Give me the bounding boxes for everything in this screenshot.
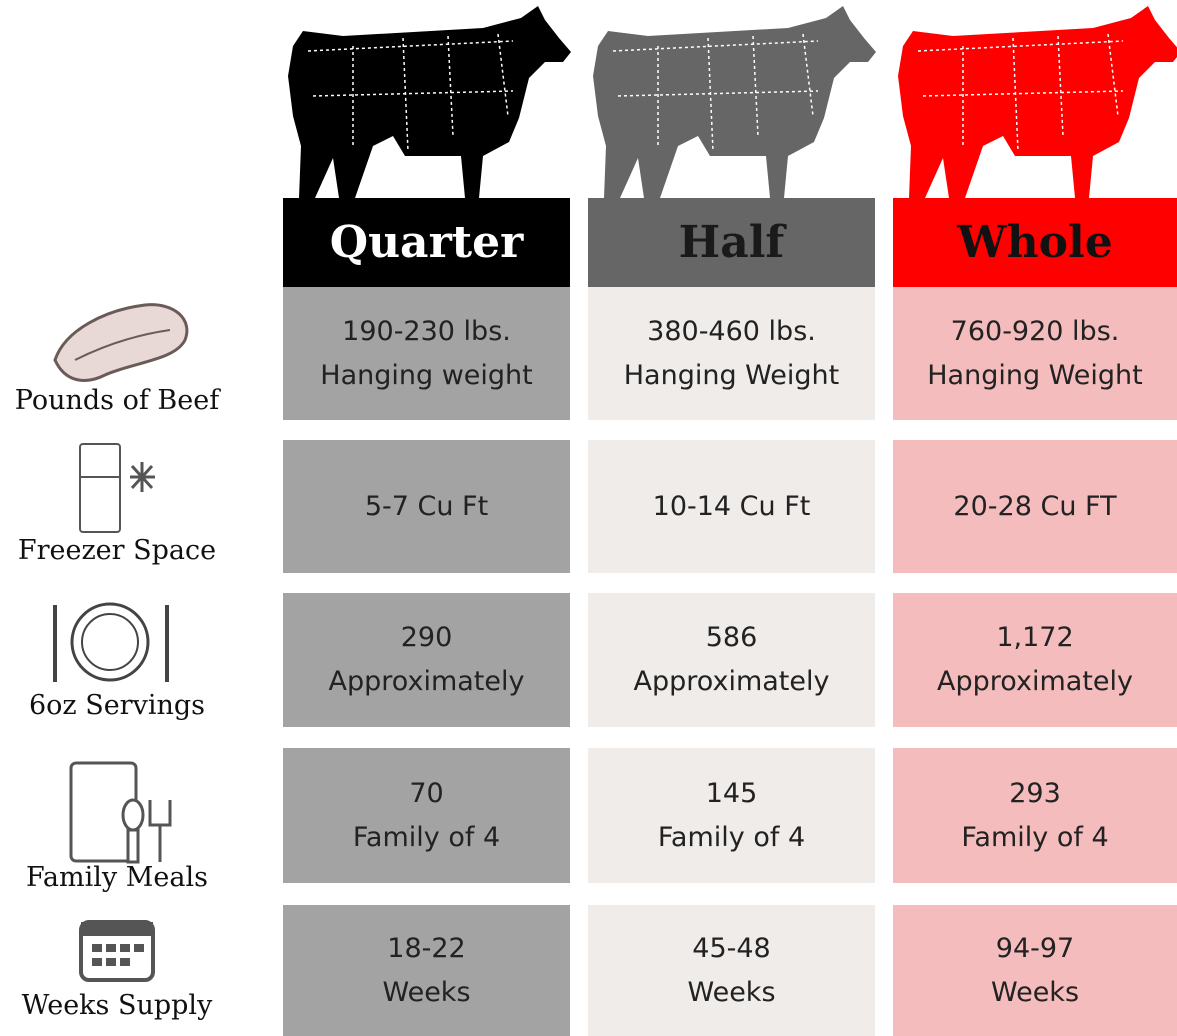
cell-text: 18-22 — [387, 927, 465, 971]
cell-text: Approximately — [634, 660, 830, 704]
column-header: Whole — [893, 198, 1177, 287]
cell-text: 10-14 Cu Ft — [653, 485, 811, 529]
cell-text: 293 — [1009, 772, 1061, 816]
meals-icon — [68, 760, 178, 865]
row-label: Weeks Supply — [0, 990, 234, 1021]
table-cell: 380-460 lbs.Hanging Weight — [588, 287, 875, 420]
table-cell: 5-7 Cu Ft — [283, 440, 570, 573]
table-cell: 10-14 Cu Ft — [588, 440, 875, 573]
column-header: Quarter — [283, 198, 570, 287]
cell-text: 290 — [401, 616, 453, 660]
row-label: Family Meals — [0, 862, 234, 893]
cow-icon — [588, 6, 878, 198]
freezer-icon — [75, 442, 160, 534]
cell-text: 760-920 lbs. — [951, 310, 1120, 354]
cell-text: Hanging weight — [320, 354, 532, 398]
cell-text: Hanging Weight — [927, 354, 1143, 398]
row-label: 6oz Servings — [0, 690, 234, 721]
cell-text: 70 — [409, 772, 443, 816]
cell-text: 5-7 Cu Ft — [365, 485, 488, 529]
steak-icon — [45, 290, 195, 390]
cell-text: Family of 4 — [961, 816, 1108, 860]
table-cell: 20-28 Cu FT — [893, 440, 1177, 573]
plate-icon — [40, 600, 180, 685]
row-label: Pounds of Beef — [0, 385, 234, 416]
cell-text: Weeks — [687, 971, 775, 1015]
cell-text: 20-28 Cu FT — [953, 485, 1116, 529]
cell-text: Weeks — [382, 971, 470, 1015]
cell-text: Hanging Weight — [624, 354, 840, 398]
column-header: Half — [588, 198, 875, 287]
cell-text: Family of 4 — [658, 816, 805, 860]
table-cell: 190-230 lbs.Hanging weight — [283, 287, 570, 420]
cell-text: 190-230 lbs. — [342, 310, 511, 354]
cell-text: Weeks — [991, 971, 1079, 1015]
cell-text: Approximately — [329, 660, 525, 704]
cell-text: 145 — [706, 772, 758, 816]
cell-text: 45-48 — [692, 927, 770, 971]
cell-text: Family of 4 — [353, 816, 500, 860]
cell-text: 586 — [706, 616, 758, 660]
table-cell: 760-920 lbs.Hanging Weight — [893, 287, 1177, 420]
cell-text: 94-97 — [996, 927, 1074, 971]
cow-icon — [283, 6, 573, 198]
cell-text: 380-460 lbs. — [647, 310, 816, 354]
calendar-icon — [78, 912, 158, 982]
cell-text: Approximately — [937, 660, 1133, 704]
cow-icon — [893, 6, 1177, 198]
row-label: Freezer Space — [0, 535, 234, 566]
infographic: QuarterHalfWhole Pounds of Beef 190-230 lb… — [0, 0, 1177, 1036]
cell-text: 1,172 — [996, 616, 1073, 660]
